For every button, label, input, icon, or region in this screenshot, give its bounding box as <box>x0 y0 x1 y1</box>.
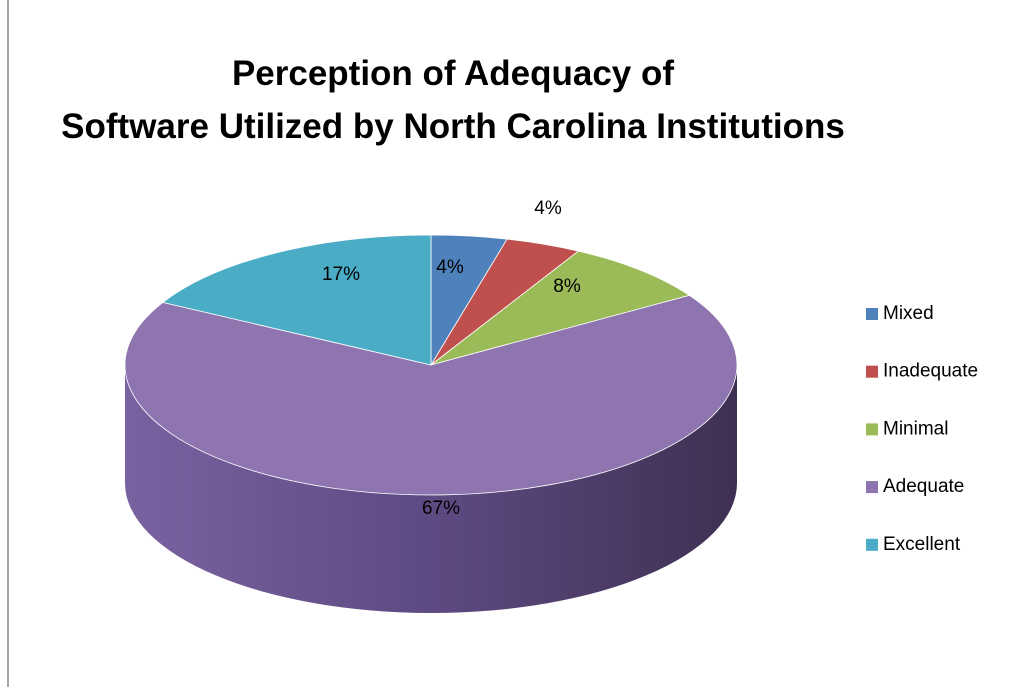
data-label: 67% <box>422 498 460 519</box>
data-label: 4% <box>534 198 562 219</box>
data-labels: 4% 4% 8% 67% 17% <box>322 198 581 519</box>
legend-swatch <box>866 538 878 551</box>
legend-swatch <box>866 365 878 378</box>
legend-label: Adequate <box>883 476 964 497</box>
slice <box>430 250 691 366</box>
slice <box>161 234 432 366</box>
data-label: 4% <box>436 257 464 278</box>
legend-label: Inadequate <box>883 361 978 382</box>
legend-label: Minimal <box>883 418 948 439</box>
legend-swatch <box>866 481 878 494</box>
legend-swatch <box>866 423 878 436</box>
chart-frame <box>7 0 9 687</box>
slice-side <box>125 365 737 613</box>
data-label: 8% <box>553 276 581 297</box>
legend-swatch <box>866 308 878 320</box>
legend: Mixed Inadequate Minimal Adequate Excellent <box>866 303 978 555</box>
data-label: 17% <box>322 264 360 285</box>
pie <box>124 234 738 613</box>
legend-label: Mixed <box>883 303 934 324</box>
slice <box>124 294 738 496</box>
legend-label: Excellent <box>883 534 961 555</box>
chart-title: Perception of Adequacy of Software Utiliz… <box>61 54 845 146</box>
